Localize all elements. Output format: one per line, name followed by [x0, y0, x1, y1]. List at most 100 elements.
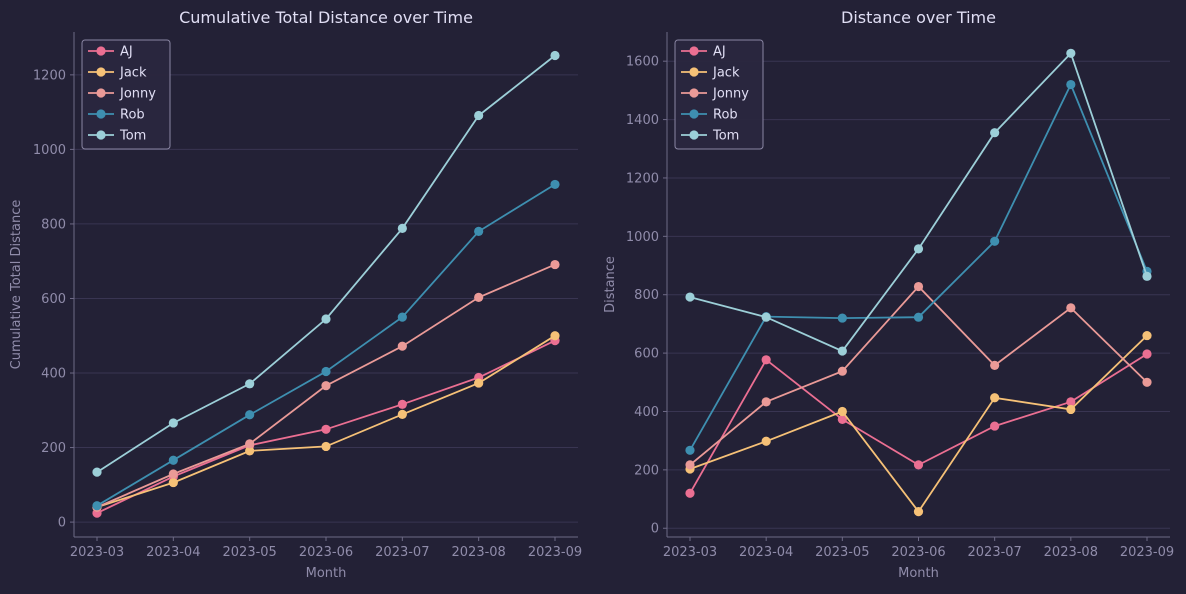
data-point: [168, 469, 178, 479]
legend-swatch-marker: [96, 46, 106, 56]
series-jonny: [92, 259, 560, 512]
legend-swatch-marker: [689, 46, 699, 56]
x-tick-label: 2023-04: [146, 545, 200, 560]
x-tick-label: 2023-08: [1044, 545, 1098, 560]
data-point: [761, 312, 771, 322]
y-tick-label: 200: [634, 463, 659, 478]
data-point: [1066, 397, 1076, 407]
data-point: [321, 314, 331, 324]
data-point: [474, 292, 484, 302]
legend-label: Jack: [712, 66, 740, 81]
data-point: [990, 393, 1000, 403]
data-point: [550, 179, 560, 190]
data-point: [761, 436, 771, 446]
legend-box: [674, 39, 764, 150]
data-point: [1142, 377, 1152, 387]
y-axis-label: Distance: [603, 256, 618, 313]
legend-label: AJ: [713, 45, 726, 60]
y-tick-label: 600: [41, 292, 66, 307]
legend-label: Rob: [120, 108, 145, 123]
legend-swatch-marker: [96, 130, 106, 140]
data-point: [1142, 349, 1152, 359]
legend-swatch-marker: [96, 88, 106, 98]
x-tick-label: 2023-07: [375, 545, 429, 560]
series-line: [689, 334, 1148, 514]
data-point: [990, 236, 1000, 246]
data-point: [550, 259, 560, 270]
data-point: [685, 292, 695, 302]
data-point: [245, 439, 255, 449]
data-point: [1066, 48, 1076, 58]
y-axis-label: Cumulative Total Distance: [9, 200, 24, 370]
legend: AJ Jack Jonny Rob Tom: [674, 39, 764, 150]
legend-swatch-marker: [96, 109, 106, 119]
legend-item-tom: Tom: [681, 129, 739, 144]
legend-label: Jack: [119, 66, 147, 81]
data-point: [837, 406, 847, 417]
data-point: [397, 409, 407, 419]
data-point: [837, 414, 847, 424]
legend-label: Rob: [713, 108, 738, 123]
legend-swatch-marker: [689, 130, 699, 140]
legend-label: AJ: [120, 45, 133, 60]
data-point: [837, 346, 847, 356]
data-point: [837, 366, 847, 376]
x-tick-label: 2023-05: [223, 545, 277, 560]
data-point: [761, 397, 771, 407]
y-tick-label: 1400: [626, 113, 659, 128]
legend: AJ Jack Jonny Rob Tom: [81, 39, 171, 150]
series-tom: [92, 50, 560, 477]
chart-panel-2: 0 200 400 600 800 1000 1200 1400 1600 2023-03 2023…: [603, 8, 1174, 581]
chart-title: Distance over Time: [841, 8, 996, 27]
legend-item-aj: AJ: [88, 45, 133, 60]
data-point: [913, 507, 924, 517]
series-line: [96, 183, 556, 507]
series-jack: [685, 330, 1152, 517]
data-point: [990, 128, 1000, 138]
x-tick-label: 2023-07: [968, 545, 1022, 560]
legend-swatch-marker: [689, 88, 699, 98]
data-point: [397, 341, 407, 351]
legend-label: Tom: [119, 129, 146, 144]
data-point: [321, 366, 331, 377]
legend-item-rob: Rob: [88, 108, 145, 123]
data-point: [168, 418, 178, 428]
y-tick-label: 1200: [33, 68, 66, 83]
data-point: [397, 399, 407, 409]
y-tick-label: 0: [58, 516, 66, 531]
data-point: [913, 244, 924, 254]
data-point: [245, 410, 255, 420]
legend-swatch-marker: [689, 67, 699, 77]
y-tick-label: 1000: [33, 143, 66, 158]
legend-item-jack: Jack: [681, 66, 740, 81]
data-point: [474, 226, 484, 236]
y-tick-label: 800: [41, 217, 66, 232]
data-point: [990, 421, 1000, 431]
legend-label: Tom: [712, 129, 739, 144]
series-line: [689, 353, 1148, 494]
data-point: [1066, 404, 1076, 415]
x-axis-label: Month: [898, 566, 939, 581]
data-point: [397, 223, 407, 234]
legend-swatch-marker: [96, 67, 106, 77]
data-point: [550, 50, 560, 61]
chart-title: Cumulative Total Distance over Time: [179, 8, 473, 27]
x-tick-label: 2023-09: [528, 545, 582, 560]
y-tick-label: 400: [634, 405, 659, 420]
data-point: [761, 355, 771, 365]
data-point: [913, 281, 924, 292]
legend-label: Jonny: [712, 87, 749, 102]
data-point: [550, 331, 560, 341]
data-point: [1142, 271, 1152, 281]
data-point: [685, 445, 695, 455]
legend-item-jonny: Jonny: [681, 87, 749, 102]
x-tick-label: 2023-09: [1120, 545, 1174, 560]
legend-item-jonny: Jonny: [88, 87, 156, 102]
series-line: [96, 334, 556, 509]
y-tick-label: 1600: [626, 55, 659, 70]
data-point: [913, 312, 924, 322]
y-tick-label: 0: [651, 522, 659, 537]
data-point: [474, 110, 484, 121]
